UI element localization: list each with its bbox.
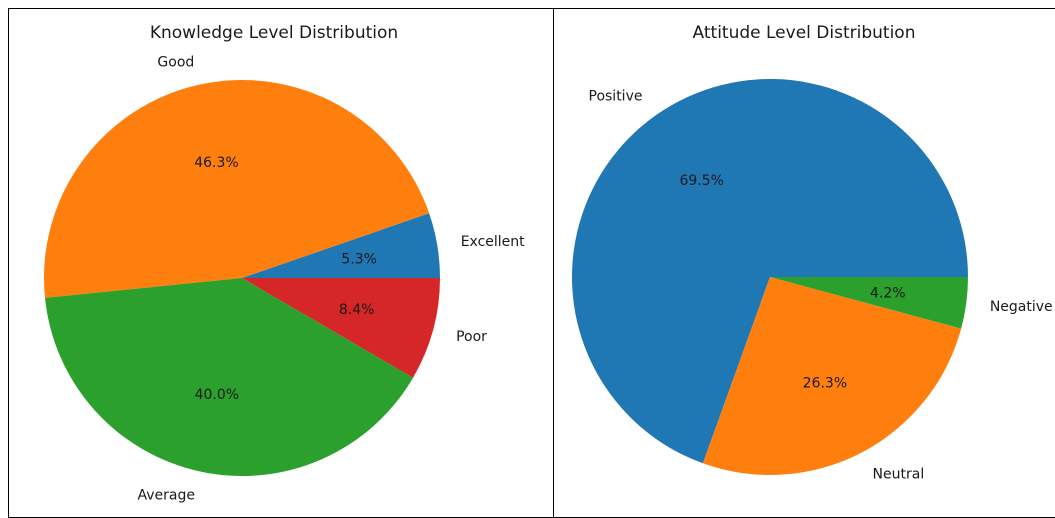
attitude-pct-label-neutral: 26.3%	[803, 375, 847, 391]
attitude-pct-label-positive: 69.5%	[679, 173, 723, 189]
attitude-category-label-neutral: Neutral	[873, 467, 925, 483]
attitude-slice-negative	[770, 277, 968, 329]
attitude-category-label-negative: Negative	[990, 299, 1053, 315]
knowledge-pct-label-excellent: 5.3%	[341, 251, 377, 267]
knowledge-category-label-excellent: Excellent	[461, 234, 525, 250]
knowledge-pie: 5.3% Excellent 46.3% Good 40.0% Average 8.4% Po…	[43, 54, 525, 504]
knowledge-slice-average	[44, 278, 414, 477]
knowledge-slice-excellent	[242, 213, 440, 278]
knowledge-slice-poor	[242, 278, 440, 378]
knowledge-chart-title: Knowledge Level Distribution	[150, 23, 398, 43]
knowledge-slice-good	[43, 79, 430, 298]
attitude-slice-positive	[571, 79, 968, 464]
knowledge-pct-label-poor: 8.4%	[339, 302, 375, 318]
attitude-slice-neutral	[702, 277, 962, 475]
knowledge-category-label-good: Good	[157, 54, 194, 70]
attitude-pie: 69.5% Positive 26.3% Neutral 4.2% Negative	[571, 79, 1053, 483]
knowledge-pct-label-good: 46.3%	[194, 155, 238, 171]
knowledge-pct-label-average: 40.0%	[195, 387, 239, 403]
attitude-category-label-positive: Positive	[589, 89, 643, 105]
attitude-pct-label-negative: 4.2%	[870, 286, 906, 302]
knowledge-category-label-poor: Poor	[456, 329, 487, 345]
attitude-chart-title: Attitude Level Distribution	[693, 23, 916, 43]
knowledge-category-label-average: Average	[137, 488, 195, 504]
